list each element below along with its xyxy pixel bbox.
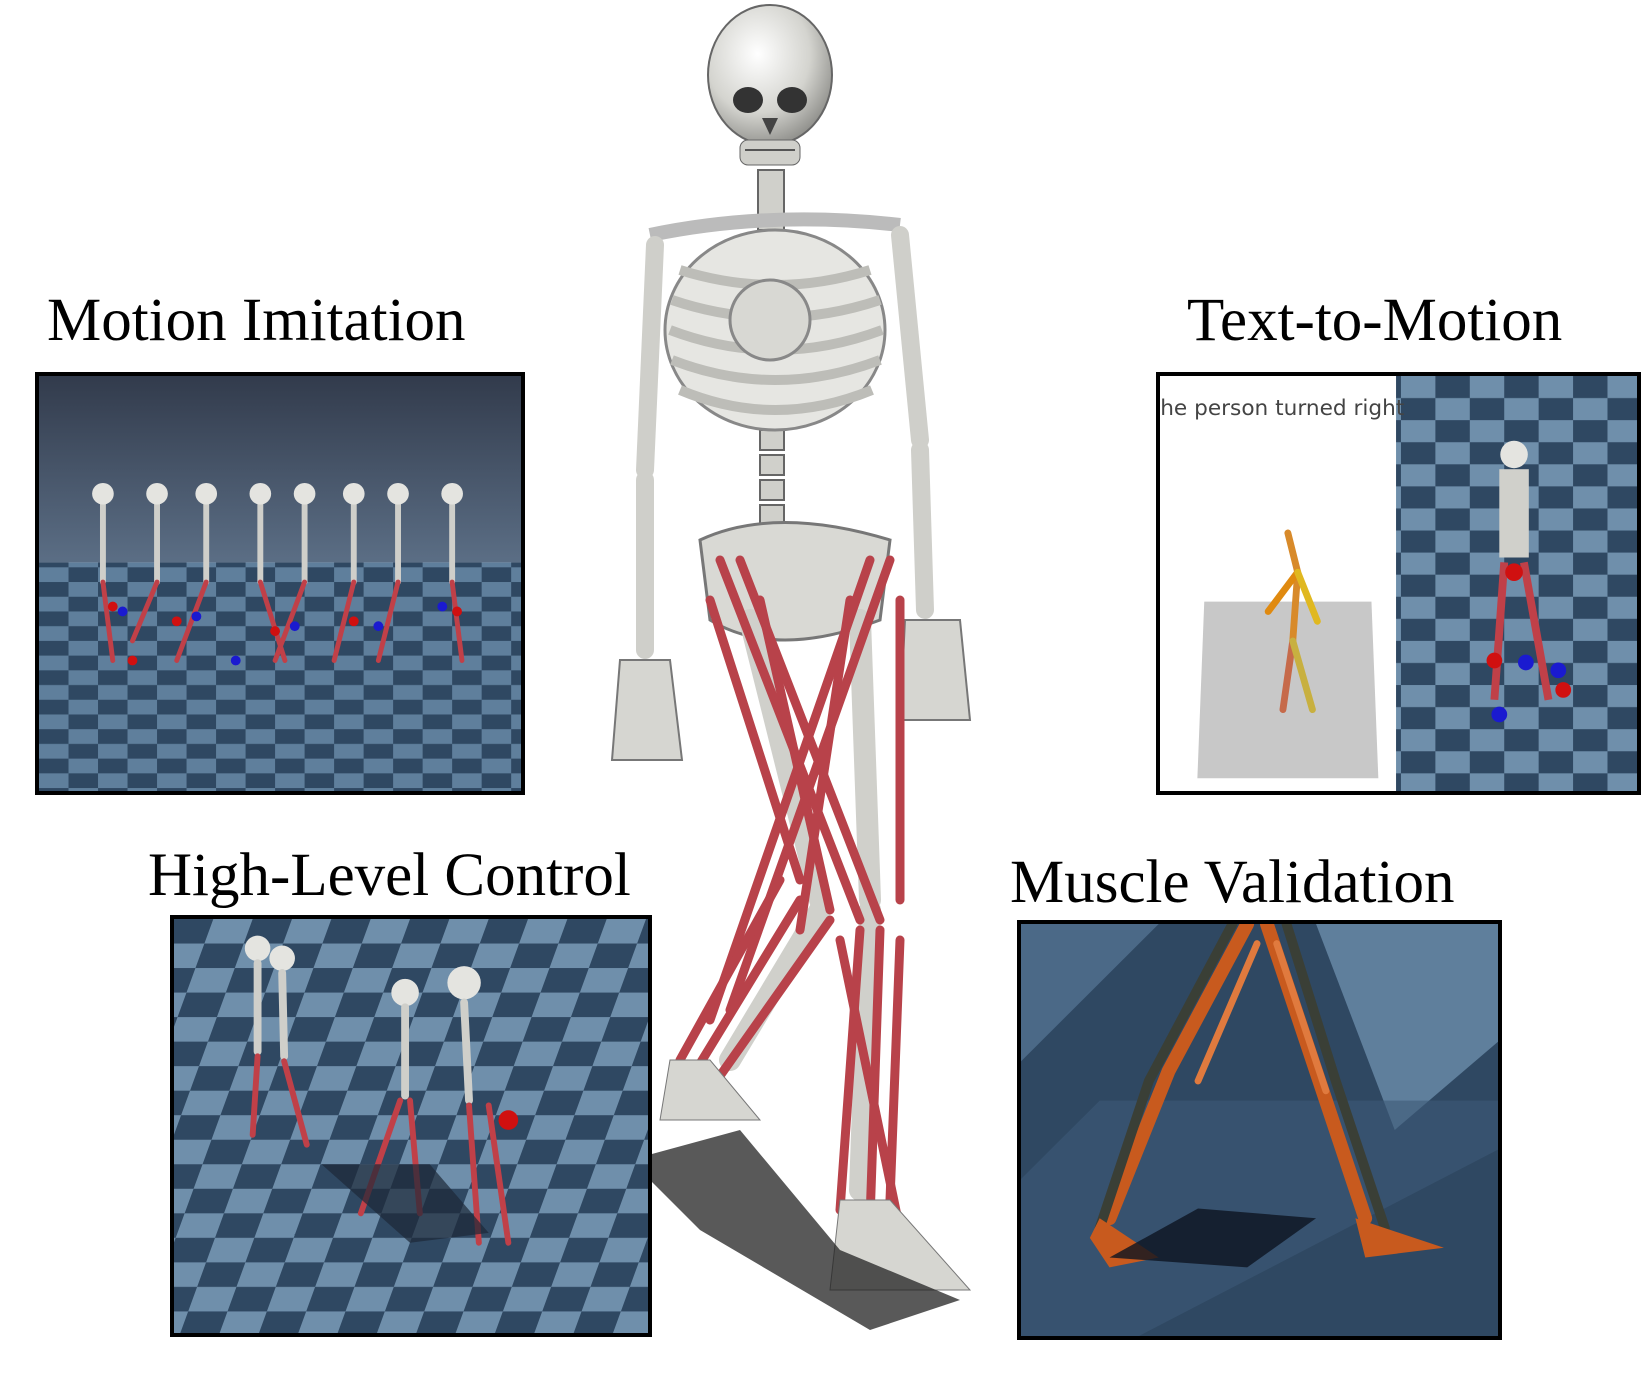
floor-shadow bbox=[630, 1130, 960, 1330]
hand-icon bbox=[610, 619, 972, 761]
stick-figure-icon bbox=[1264, 529, 1321, 714]
high-level-control-title: High-Level Control bbox=[148, 842, 631, 909]
clavicle-icon bbox=[648, 212, 901, 242]
muscle-strands-icon bbox=[675, 555, 905, 1235]
spine-icon bbox=[757, 169, 785, 526]
text-to-motion-title: Text-to-Motion bbox=[1187, 287, 1563, 354]
text-to-motion-panel: the person turned right bbox=[1156, 372, 1641, 795]
stick-figure-and-skeleton-icon: the person turned right bbox=[1160, 376, 1637, 791]
leg-muscles-closeup-icon bbox=[1021, 924, 1498, 1336]
walking-skeleton-sequence-icon bbox=[39, 376, 521, 791]
skull-icon bbox=[707, 4, 833, 166]
muscle-validation-panel bbox=[1017, 920, 1502, 1340]
rib-cage-icon bbox=[663, 228, 887, 432]
multiple-skeletons-walking-icon bbox=[174, 919, 648, 1333]
high-level-control-panel bbox=[170, 915, 652, 1337]
motion-imitation-title: Motion Imitation bbox=[47, 287, 466, 354]
small-skeleton-icon bbox=[1486, 440, 1572, 723]
text-prompt: the person turned right bbox=[1160, 396, 1404, 421]
arm-bones-icon bbox=[636, 226, 934, 659]
central-skeleton-figure bbox=[610, 4, 972, 1330]
muscle-validation-title: Muscle Validation bbox=[1010, 849, 1455, 916]
motion-imitation-panel bbox=[35, 372, 525, 795]
